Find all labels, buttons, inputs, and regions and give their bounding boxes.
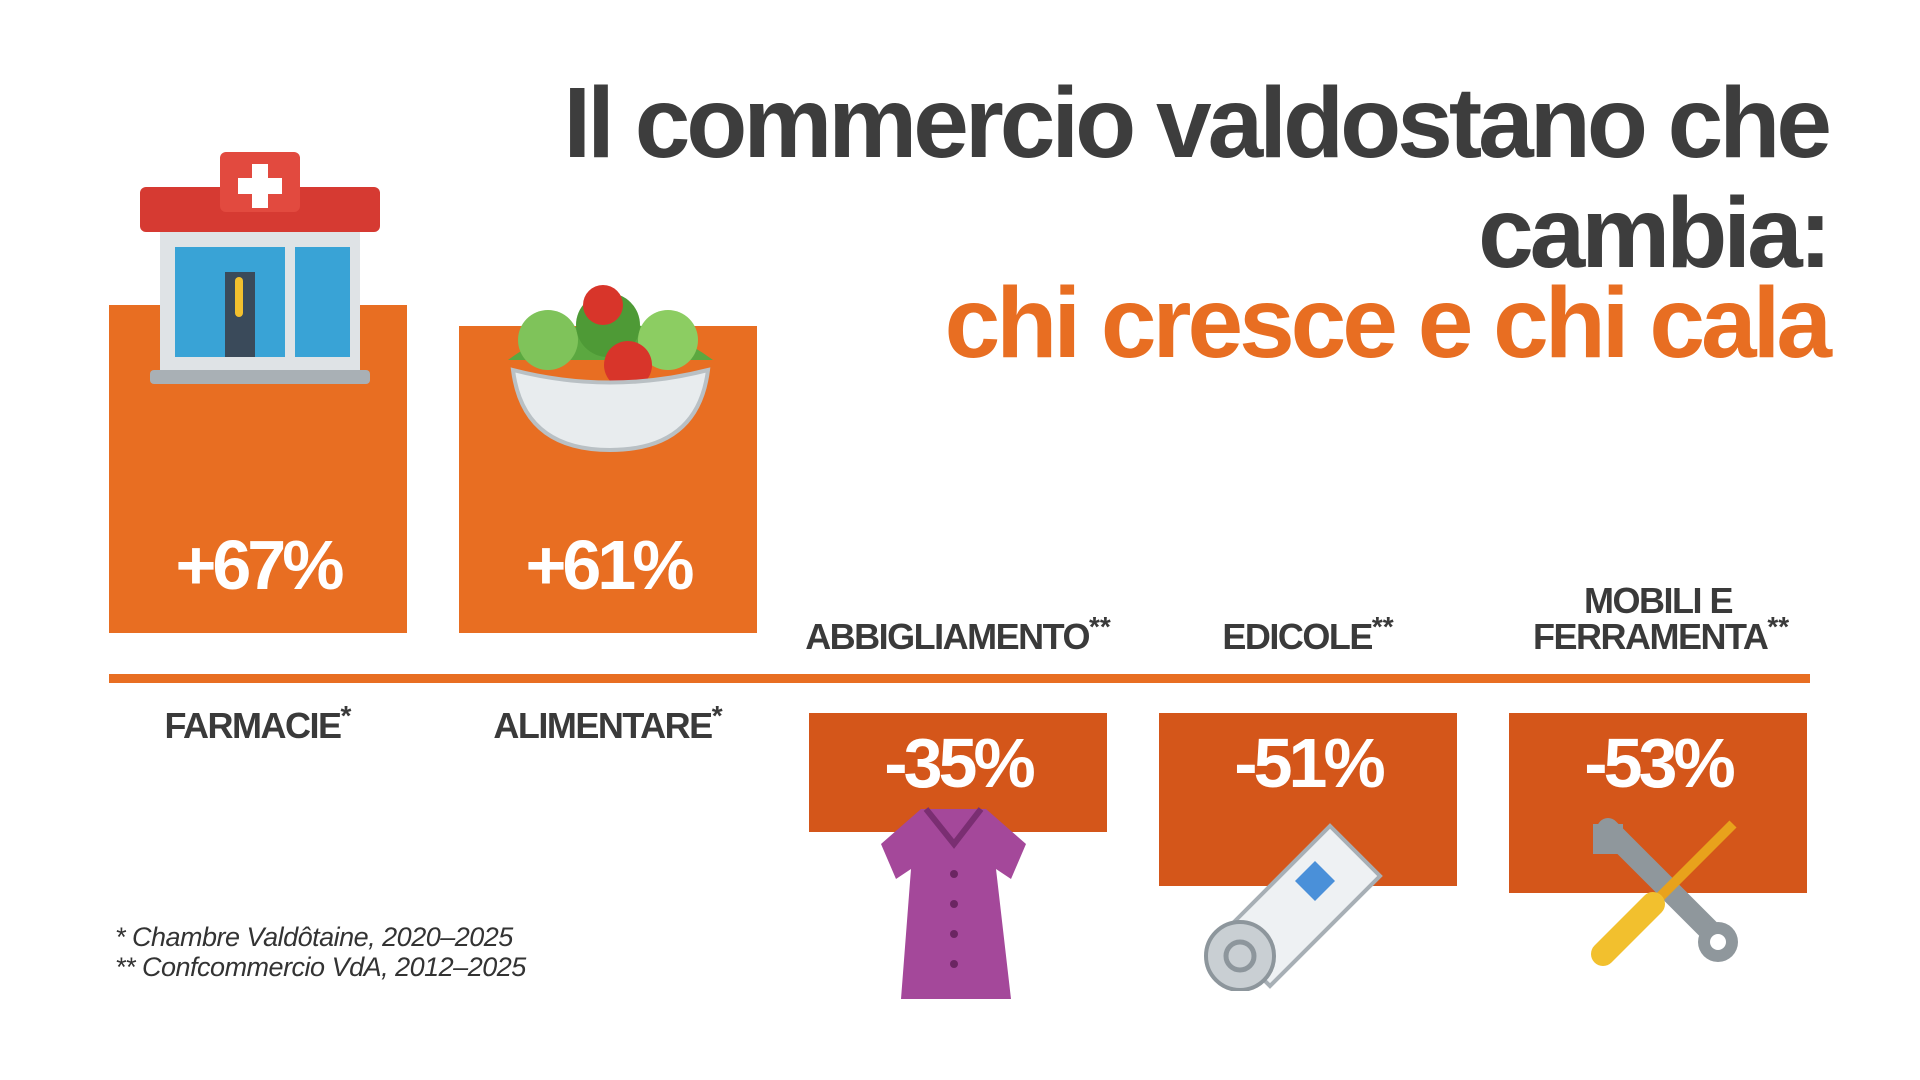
category: MOBILI E FERRAMENTA** <box>1533 580 1789 657</box>
category-marker: * <box>340 700 352 731</box>
category: ABBIGLIAMENTO** <box>793 611 1123 657</box>
bar: -53% <box>1509 713 1807 894</box>
category: ALIMENTARE* <box>443 700 773 746</box>
tools-icon <box>1591 818 1738 966</box>
chart-subtitle: chi cresce e chi cala <box>944 267 1832 379</box>
pharmacy-icon <box>140 152 380 384</box>
value-label: +61% <box>525 525 695 604</box>
value-label: +67% <box>175 525 345 604</box>
category-marker: ** <box>1371 611 1394 642</box>
value-label: -53% <box>1584 724 1735 802</box>
chart-title: Il commercio valdostano che cambia: <box>563 67 1832 289</box>
newspaper-icon <box>1204 823 1383 991</box>
value-label: -35% <box>884 724 1035 802</box>
category: EDICOLE** <box>1143 611 1473 657</box>
baseline <box>109 674 1810 683</box>
category-label: ABBIGLIAMENTO <box>805 616 1090 657</box>
footnote: * Chambre Valdôtaine, 2020–2025 <box>115 922 513 952</box>
bar: -35% <box>809 713 1107 832</box>
salad-icon <box>508 285 713 453</box>
value-label: -51% <box>1234 724 1385 802</box>
category-marker: ** <box>1767 611 1790 642</box>
category-marker: ** <box>1089 611 1111 642</box>
category-marker: * <box>711 700 723 731</box>
category-label: EDICOLE <box>1222 616 1373 657</box>
shirt-icon <box>881 807 1026 999</box>
category: FARMACIE* <box>93 700 423 746</box>
category-label: FARMACIE <box>164 705 343 746</box>
category-label: ALIMENTARE <box>493 705 713 746</box>
footnote: ** Confcommercio VdA, 2012–2025 <box>115 952 526 982</box>
category-label: MOBILI E FERRAMENTA <box>1533 580 1769 657</box>
